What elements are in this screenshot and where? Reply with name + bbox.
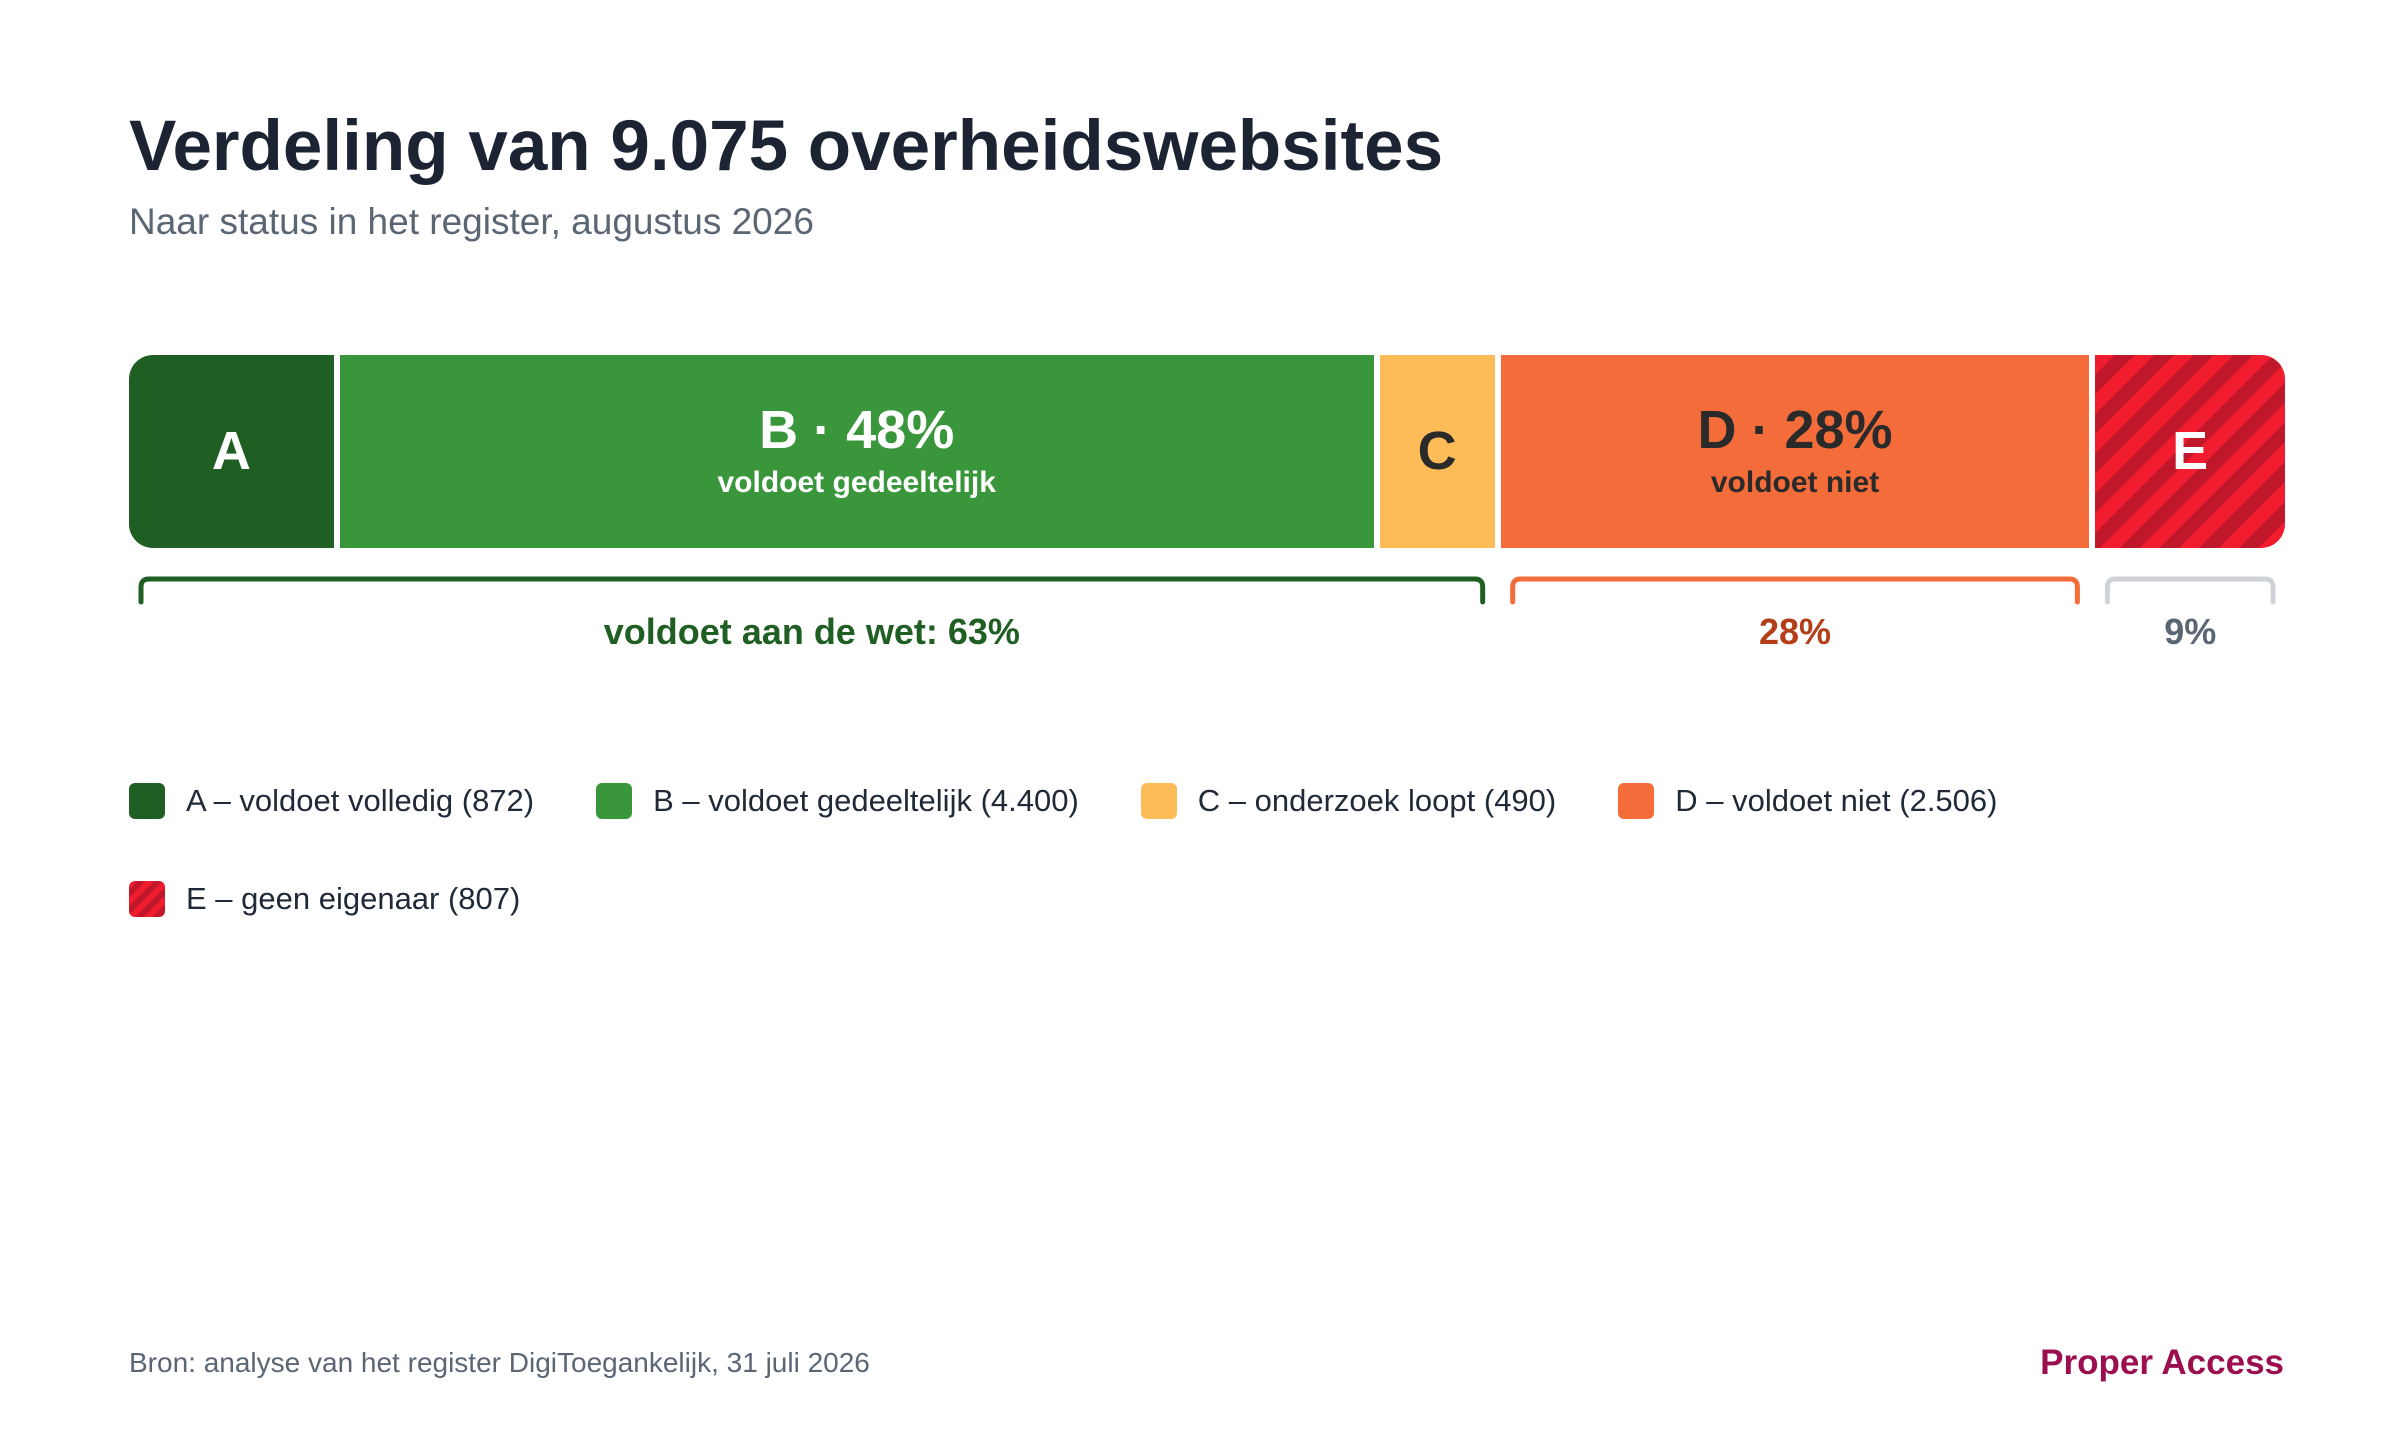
legend-label: D – voldoet niet (2.506): [1675, 783, 1998, 818]
legend-item-b: B – voldoet gedeeltelijk (4.400): [596, 780, 1079, 822]
segment-label: D · 28%: [1697, 400, 1893, 461]
brand-logo: Proper Access: [2040, 1343, 2284, 1382]
group-bracket-2: [1510, 576, 2080, 605]
group-label-3: 9%: [2164, 611, 2217, 652]
group-label-2: 28%: [1759, 611, 1832, 652]
chart-subtitle: Naar status in het register, augustus 20…: [129, 201, 814, 242]
group-label-1: voldoet aan de wet: 63%: [603, 611, 1020, 652]
segment-label: B · 48%: [759, 400, 955, 461]
group-bracket-3: [2104, 576, 2276, 605]
legend-swatch: [129, 881, 165, 917]
segment-sublabel: voldoet niet: [1710, 465, 1880, 499]
bar-segment-c: C: [1373, 355, 1495, 548]
segment-label: A: [211, 421, 251, 482]
stacked-bar: A B · 48% voldoet gedeeltelijk C D · 28% vold…: [129, 355, 2285, 548]
source-note: Bron: analyse van het register DigiToega…: [129, 1347, 870, 1378]
bar-segment-d: D · 28% voldoet niet: [1494, 355, 2090, 548]
bar-segment-a: A: [129, 355, 334, 548]
group-bracket-1: [138, 576, 1486, 605]
legend-label: E – geen eigenaar (807): [186, 881, 521, 916]
legend-item-a: A – voldoet volledig (872): [129, 780, 534, 822]
chart-title: Verdeling van 9.075 overheidswebsites: [129, 107, 1444, 186]
legend: A – voldoet volledig (872) B – voldoet ge…: [129, 780, 2289, 920]
legend-label: A – voldoet volledig (872): [186, 783, 535, 818]
legend-swatch: [1140, 783, 1177, 819]
group-brackets: [138, 576, 2276, 605]
legend-item-d: D – voldoet niet (2.506): [1618, 780, 1997, 822]
legend-label: C – onderzoek loopt (490): [1197, 783, 1557, 818]
legend-swatch: [596, 783, 633, 819]
legend-label: B – voldoet gedeeltelijk (4.400): [653, 783, 1079, 818]
bar-segment-b: B · 48% voldoet gedeeltelijk: [333, 355, 1374, 548]
bar-segment-e: E: [2089, 355, 2285, 548]
segment-label: E: [2172, 421, 2209, 482]
legend-swatch: [129, 783, 165, 819]
legend-item-e: E – geen eigenaar (807): [129, 878, 520, 920]
segment-sublabel: voldoet gedeeltelijk: [717, 465, 996, 499]
legend-item-c: C – onderzoek loopt (490): [1140, 780, 1557, 822]
legend-swatch: [1618, 783, 1655, 819]
segment-label: C: [1417, 421, 1457, 482]
